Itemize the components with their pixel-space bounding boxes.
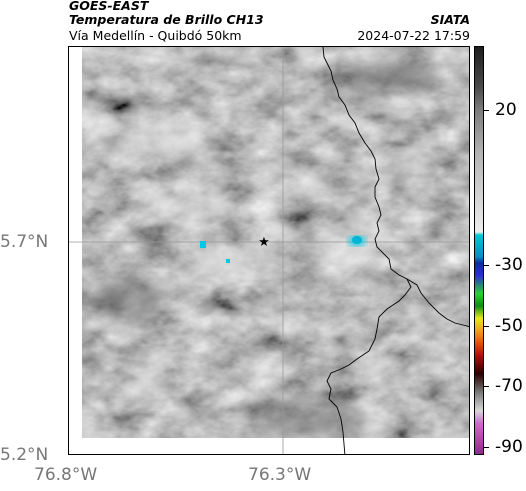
lon-label-76-3: 76.3°W xyxy=(248,465,312,485)
cold-cloud-tops xyxy=(200,236,366,263)
map-canvas: ★ xyxy=(69,47,469,454)
colorbar-tick xyxy=(484,110,489,111)
colorbar-label-minus90: -90 xyxy=(495,437,523,457)
colorbar-tick xyxy=(484,265,489,266)
region-label: Vía Medellín - Quibdó 50km xyxy=(69,28,242,43)
no-data-left xyxy=(69,47,82,454)
agency-label: SIATA xyxy=(430,12,470,27)
timestamp: 2024-07-22 17:59 xyxy=(357,28,470,43)
lat-label-5-7: 5.7°N xyxy=(0,232,49,252)
colorbar-label-minus50: -50 xyxy=(495,316,523,336)
department-border xyxy=(406,278,469,327)
lat-label-5-2: 5.2°N xyxy=(0,445,49,465)
satellite-name: GOES-EAST xyxy=(69,0,149,13)
colorbar-label-minus70: -70 xyxy=(495,376,523,396)
colorbar-tick xyxy=(484,386,489,387)
warm-areas xyxy=(89,57,439,437)
colorbar-label-20: 20 xyxy=(495,100,517,120)
colorbar-label-minus30: -30 xyxy=(495,255,523,275)
country-border xyxy=(322,47,412,454)
star-icon: ★ xyxy=(258,235,270,250)
colorbar-tick xyxy=(484,326,489,327)
colorbar-tick xyxy=(484,447,489,448)
product-title: Temperatura de Brillo CH13 xyxy=(69,12,264,27)
satellite-map: ★ xyxy=(68,46,470,455)
no-data-bottom xyxy=(69,438,469,454)
lon-label-76-8: 76.8°W xyxy=(34,465,98,485)
colorbar xyxy=(474,46,484,455)
